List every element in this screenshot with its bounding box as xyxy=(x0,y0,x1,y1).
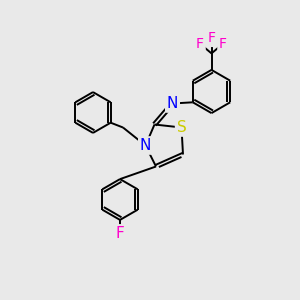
Text: N: N xyxy=(167,96,178,111)
Text: F: F xyxy=(219,37,227,51)
Text: N: N xyxy=(140,138,151,153)
Text: F: F xyxy=(116,226,124,241)
Text: F: F xyxy=(196,37,204,51)
Text: F: F xyxy=(208,32,215,45)
Text: S: S xyxy=(177,120,186,135)
